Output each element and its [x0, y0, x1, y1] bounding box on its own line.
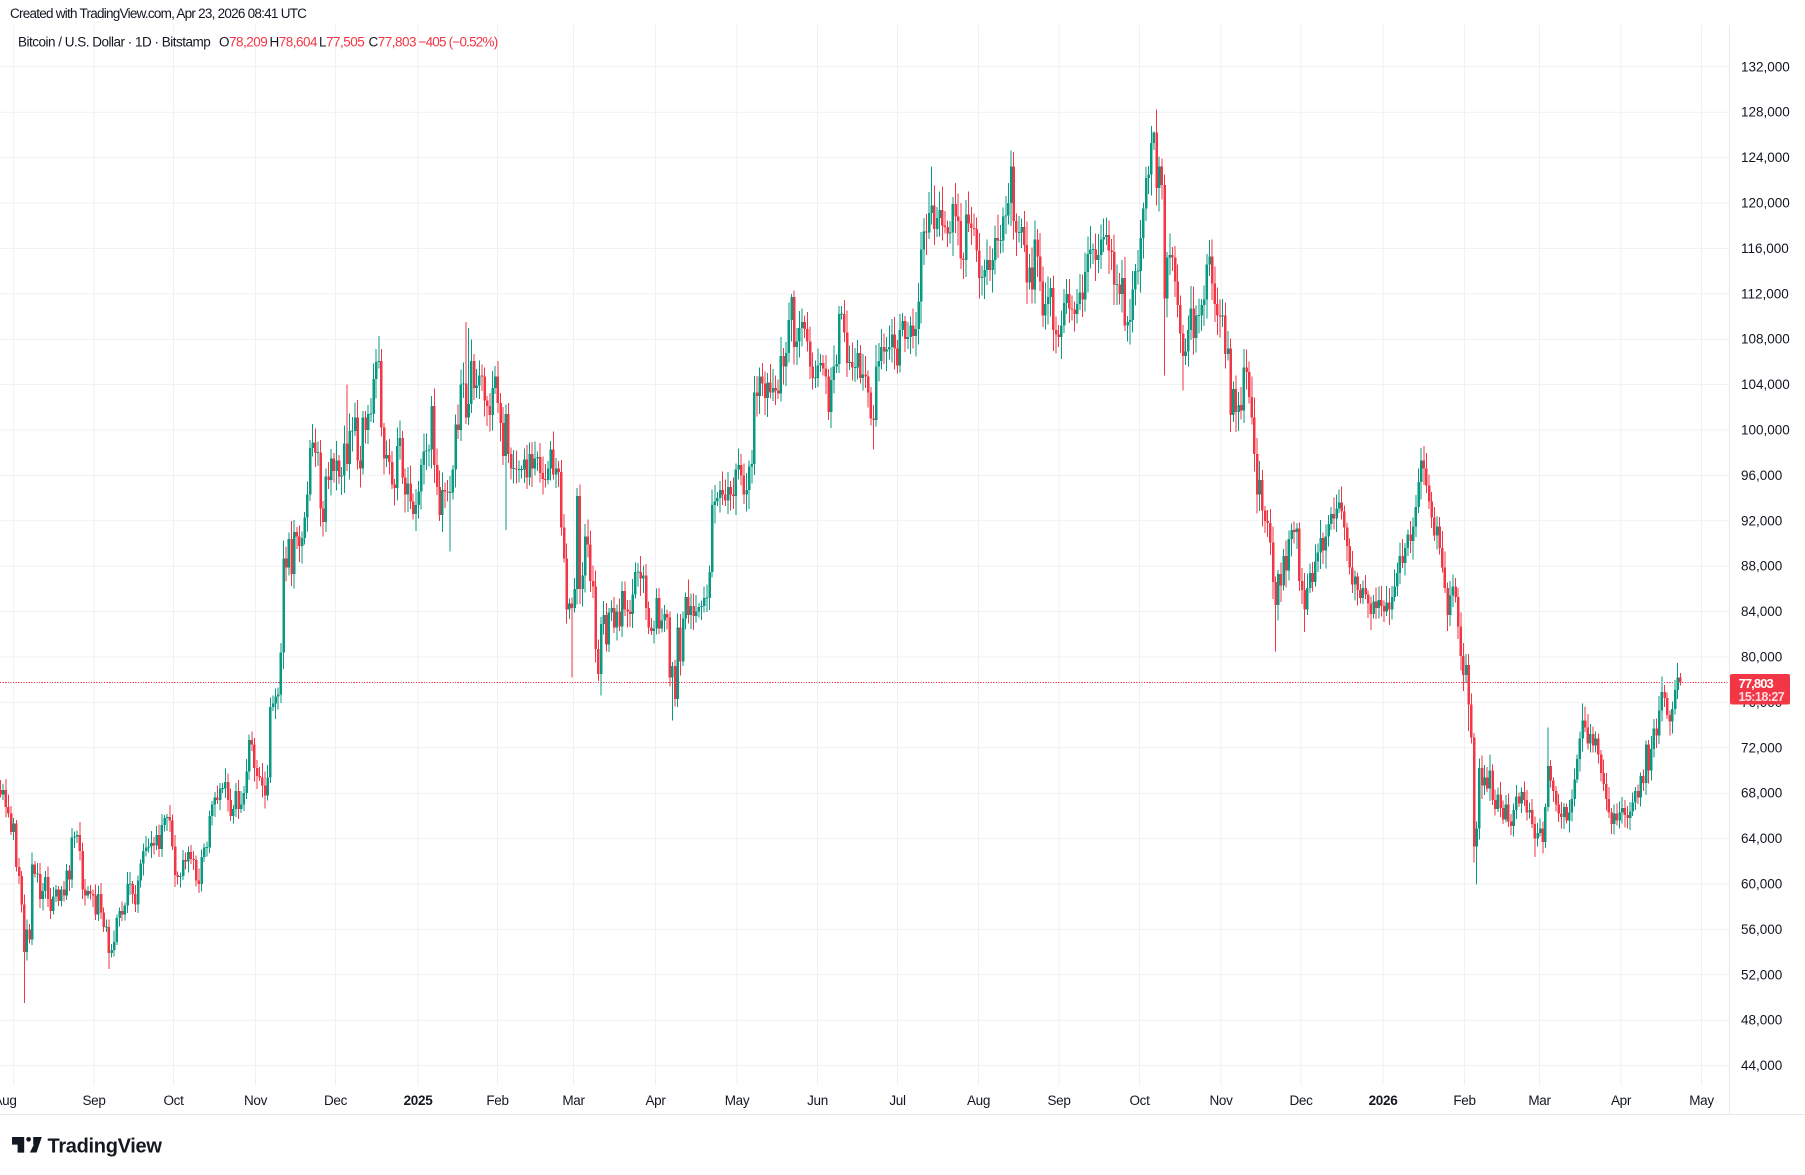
svg-text:Mar: Mar [1528, 1093, 1551, 1108]
svg-text:Dec: Dec [324, 1093, 348, 1108]
svg-text:Sep: Sep [1047, 1093, 1070, 1108]
svg-text:56,000: 56,000 [1741, 922, 1782, 937]
svg-text:84,000: 84,000 [1741, 604, 1782, 619]
svg-text:132,000: 132,000 [1741, 59, 1790, 74]
svg-text:H78,604: H78,604 [270, 35, 319, 50]
svg-text:L77,505: L77,505 [319, 35, 364, 50]
svg-text:72,000: 72,000 [1741, 740, 1782, 755]
svg-text:Oct: Oct [1129, 1093, 1150, 1108]
svg-text:128,000: 128,000 [1741, 105, 1790, 120]
svg-text:100,000: 100,000 [1741, 423, 1790, 438]
svg-text:Nov: Nov [244, 1093, 268, 1108]
svg-text:68,000: 68,000 [1741, 786, 1782, 801]
svg-text:15:18:27: 15:18:27 [1739, 690, 1785, 704]
svg-text:O78,209: O78,209 [219, 35, 267, 50]
svg-text:112,000: 112,000 [1741, 286, 1789, 301]
svg-text:64,000: 64,000 [1741, 831, 1782, 846]
svg-text:2026: 2026 [1369, 1093, 1399, 1108]
svg-text:Oct: Oct [163, 1093, 184, 1108]
svg-text:Bitcoin / U.S. Dollar · 1D · B: Bitcoin / U.S. Dollar · 1D · Bitstamp [18, 35, 210, 50]
svg-text:2025: 2025 [404, 1093, 434, 1108]
svg-text:Sep: Sep [82, 1093, 105, 1108]
svg-text:116,000: 116,000 [1741, 241, 1789, 256]
svg-text:96,000: 96,000 [1741, 468, 1782, 483]
svg-text:Created with TradingView.com,: Created with TradingView.com, Apr 23, 20… [10, 6, 307, 21]
svg-text:Feb: Feb [1453, 1093, 1475, 1108]
svg-text:104,000: 104,000 [1741, 377, 1790, 392]
svg-text:120,000: 120,000 [1741, 196, 1790, 211]
svg-text:92,000: 92,000 [1741, 513, 1782, 528]
svg-text:Aug: Aug [967, 1093, 990, 1108]
svg-text:Feb: Feb [486, 1093, 508, 1108]
svg-text:48,000: 48,000 [1741, 1013, 1782, 1028]
svg-text:TradingView: TradingView [48, 1136, 163, 1158]
svg-text:Mar: Mar [562, 1093, 585, 1108]
svg-text:88,000: 88,000 [1741, 559, 1782, 574]
svg-text:108,000: 108,000 [1741, 332, 1790, 347]
svg-text:Dec: Dec [1289, 1093, 1313, 1108]
svg-text:Jun: Jun [807, 1093, 828, 1108]
svg-text:Apr: Apr [1611, 1093, 1632, 1108]
svg-text:May: May [1689, 1093, 1714, 1108]
svg-text:C77,803: C77,803 [369, 35, 417, 50]
svg-text:52,000: 52,000 [1741, 967, 1782, 982]
svg-text:124,000: 124,000 [1741, 150, 1790, 165]
svg-text:May: May [725, 1093, 750, 1108]
svg-text:77,803: 77,803 [1739, 676, 1774, 691]
svg-text:Apr: Apr [645, 1093, 666, 1108]
svg-text:−405 (−0.52%): −405 (−0.52%) [419, 35, 498, 50]
svg-text:60,000: 60,000 [1741, 877, 1782, 892]
svg-text:44,000: 44,000 [1741, 1058, 1782, 1073]
svg-text:Jul: Jul [889, 1093, 906, 1108]
svg-text:80,000: 80,000 [1741, 650, 1782, 665]
svg-text:Aug: Aug [0, 1093, 17, 1108]
svg-text:Nov: Nov [1209, 1093, 1233, 1108]
